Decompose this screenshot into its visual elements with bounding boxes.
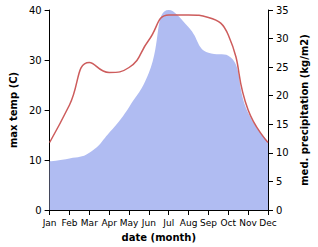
- svg-text:35: 35: [276, 5, 289, 16]
- svg-text:40: 40: [29, 5, 42, 16]
- svg-text:10: 10: [276, 147, 289, 158]
- svg-text:30: 30: [29, 55, 42, 66]
- svg-text:med. precipitation (kg/m2): med. precipitation (kg/m2): [299, 34, 310, 186]
- svg-text:Jun: Jun: [141, 218, 156, 228]
- svg-text:5: 5: [276, 176, 282, 187]
- svg-text:May: May: [120, 218, 139, 228]
- svg-text:Apr: Apr: [101, 218, 117, 228]
- svg-text:Sep: Sep: [200, 218, 217, 228]
- svg-text:Jan: Jan: [42, 218, 57, 228]
- svg-text:Nov: Nov: [239, 218, 257, 228]
- svg-text:25: 25: [276, 62, 289, 73]
- svg-text:Dec: Dec: [259, 218, 276, 228]
- svg-text:15: 15: [276, 119, 289, 130]
- svg-text:20: 20: [276, 90, 289, 101]
- svg-text:Oct: Oct: [221, 218, 237, 228]
- svg-text:0: 0: [35, 205, 41, 216]
- svg-text:Feb: Feb: [62, 218, 78, 228]
- svg-text:30: 30: [276, 33, 289, 44]
- svg-text:0: 0: [276, 205, 282, 216]
- svg-text:20: 20: [29, 105, 42, 116]
- svg-text:Jul: Jul: [162, 218, 174, 228]
- svg-text:Aug: Aug: [180, 218, 198, 228]
- svg-text:Mar: Mar: [81, 218, 98, 228]
- svg-text:10: 10: [29, 155, 42, 166]
- svg-text:date (month): date (month): [122, 232, 196, 243]
- svg-text:max temp (C): max temp (C): [8, 72, 19, 148]
